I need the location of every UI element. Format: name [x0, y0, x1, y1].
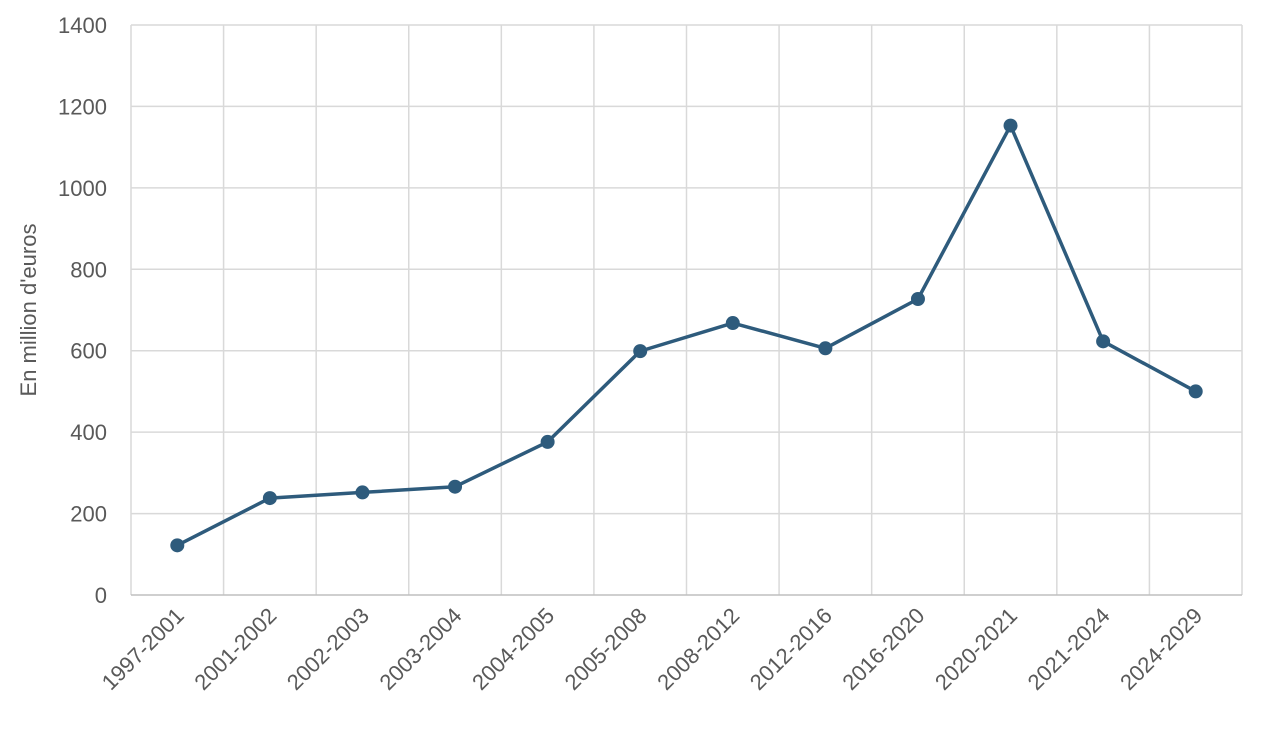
x-tick-label: 2002-2003 — [282, 603, 374, 695]
series — [170, 118, 1203, 553]
x-tick-label: 2008-2012 — [652, 603, 744, 695]
y-axis-title: En million d'euros — [16, 224, 41, 397]
x-tick-label: 2021-2024 — [1023, 603, 1115, 695]
y-tick-label: 200 — [70, 502, 107, 527]
x-tick-label: 2016-2020 — [837, 603, 929, 695]
y-tick-labels: 0 200 400 600 800 1000 1200 1400 — [58, 13, 107, 608]
x-tick-label: 1997-2001 — [97, 603, 189, 695]
y-tick-label: 800 — [70, 257, 107, 282]
series-line — [176, 123, 1197, 547]
x-tick-label: 2004-2005 — [467, 603, 559, 695]
data-point — [262, 491, 277, 506]
data-point — [1003, 118, 1018, 133]
y-tick-label: 1400 — [58, 13, 107, 38]
x-tick-label: 2001-2002 — [189, 603, 281, 695]
x-tick-labels: 1997-2001 2001-2002 2002-2003 2003-2004 2004… — [97, 603, 1207, 695]
data-point — [1188, 384, 1203, 399]
data-point — [170, 538, 185, 553]
data-point — [540, 434, 555, 449]
y-tick-label: 0 — [95, 583, 107, 608]
x-tick-label: 2003-2004 — [374, 603, 466, 695]
x-tick-label: 2005-2008 — [560, 603, 652, 695]
x-tick-label: 2020-2021 — [930, 603, 1022, 695]
x-tick-label: 2024-2029 — [1115, 603, 1207, 695]
x-tick-label: 2012-2016 — [745, 603, 837, 695]
data-point — [725, 316, 740, 331]
y-tick-label: 400 — [70, 420, 107, 445]
grid — [130, 24, 1243, 595]
y-tick-label: 600 — [70, 339, 107, 364]
data-point — [355, 485, 370, 500]
data-point — [633, 344, 648, 359]
data-point — [910, 292, 925, 307]
data-point — [1096, 334, 1111, 349]
y-tick-label: 1200 — [58, 94, 107, 119]
data-point — [448, 479, 463, 494]
y-tick-label: 1000 — [58, 176, 107, 201]
data-point — [818, 341, 833, 356]
